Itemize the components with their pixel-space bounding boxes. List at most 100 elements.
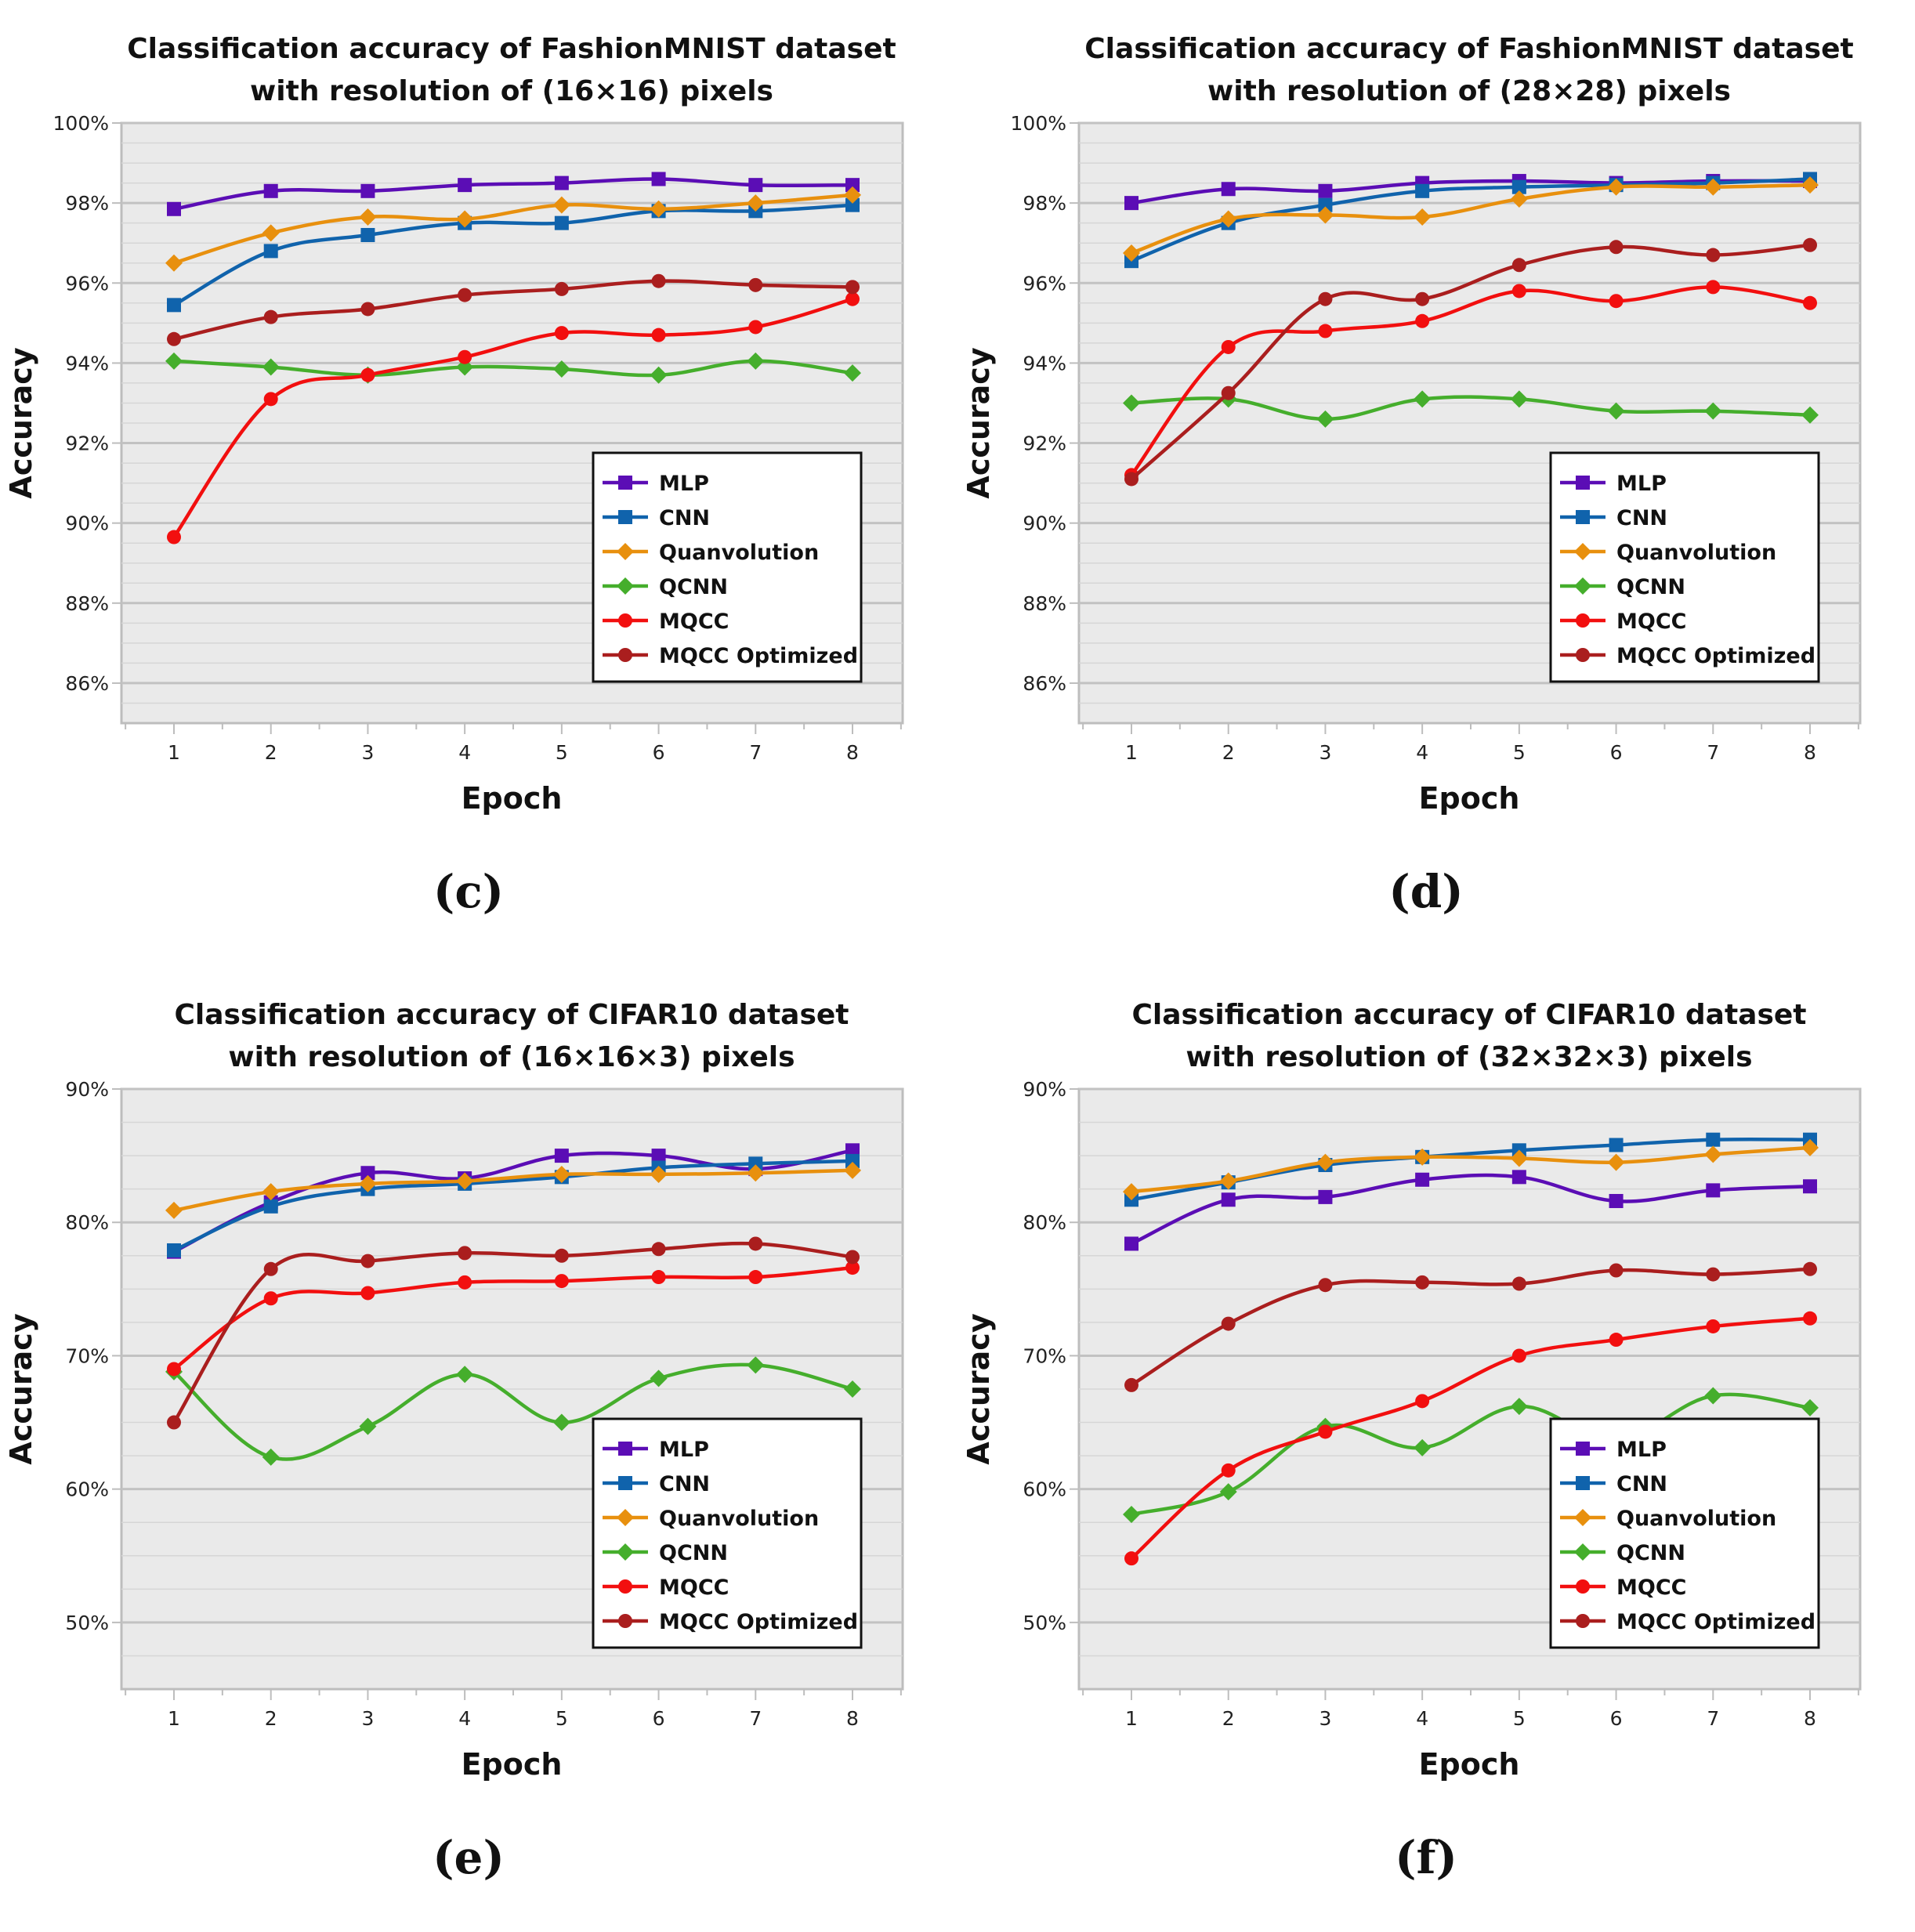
chart-d-line-qcnn xyxy=(1131,395,1811,421)
chart-c-ytick-label: 88% xyxy=(65,592,109,615)
chart-d-point-mqcc-3 xyxy=(1318,324,1333,338)
chart-f-point-mlp-7 xyxy=(1706,1183,1721,1198)
chart-c-ytick-label: 94% xyxy=(65,352,109,374)
chart-c-line-mqcc-optimized xyxy=(173,279,853,341)
chart-e-series-mqcc-optimized xyxy=(167,1236,860,1430)
chart-c-point-qcnn-8 xyxy=(844,364,861,382)
chart-f-point-quanvolution-8 xyxy=(1801,1138,1819,1156)
chart-f-point-mqcc-optimized-4 xyxy=(1415,1275,1430,1290)
chart-c-point-qcnn-1 xyxy=(165,352,183,370)
chart-e-title-line-1: Classification accuracy of CIFAR10 datas… xyxy=(174,999,849,1031)
chart-c-ytick-label: 90% xyxy=(65,512,109,535)
chart-c-legend-label-mqcc: MQCC xyxy=(659,610,729,634)
chart-d-series-mqcc xyxy=(1124,280,1817,483)
chart-e-point-qcnn-7 xyxy=(747,1356,765,1374)
chart-d-line-cnn xyxy=(1131,177,1811,263)
chart-c-point-mqcc-1 xyxy=(167,530,181,545)
chart-d-point-quanvolution-2 xyxy=(1219,210,1237,228)
chart-f-point-mqcc-optimized-5 xyxy=(1511,1276,1526,1291)
chart-e-point-mlp-3 xyxy=(360,1166,375,1181)
chart-c-ytick-label: 98% xyxy=(65,192,109,215)
chart-e-ylabel: Accuracy xyxy=(4,1313,38,1464)
chart-c-point-quanvolution-3 xyxy=(359,208,377,226)
chart-f-legend-label-quanvolution: Quanvolution xyxy=(1616,1507,1776,1531)
chart-e-point-quanvolution-4 xyxy=(456,1172,474,1190)
chart-e-series-mqcc xyxy=(167,1261,860,1377)
chart-c-legend-label-qcnn: QCNN xyxy=(659,575,728,599)
chart-d-point-qcnn-8 xyxy=(1801,406,1819,424)
chart-e-legend-marker-cnn xyxy=(618,1476,632,1490)
chart-f-point-mqcc-8 xyxy=(1803,1311,1817,1326)
chart-c-point-qcnn-7 xyxy=(747,352,765,370)
chart-d-point-mqcc-optimized-7 xyxy=(1706,248,1721,262)
chart-c-point-qcnn-5 xyxy=(552,360,570,378)
chart-e-point-cnn-2 xyxy=(263,1199,278,1214)
chart-e-point-mqcc-optimized-5 xyxy=(554,1248,569,1263)
chart-e-ytick-label: 80% xyxy=(65,1211,109,1234)
chart-e-ytick-label: 70% xyxy=(65,1344,109,1367)
chart-c-point-quanvolution-8 xyxy=(844,186,861,204)
chart-d-point-cnn-5 xyxy=(1511,179,1526,194)
chart-c-legend-marker-qcnn xyxy=(617,577,634,595)
chart-c-point-cnn-3 xyxy=(360,227,375,242)
chart-e-svg: Classification accuracy of CIFAR10 datas… xyxy=(4,999,904,1884)
chart-e-point-mqcc-6 xyxy=(651,1270,666,1285)
chart-c-point-quanvolution-1 xyxy=(165,254,183,272)
chart-d-point-qcnn-1 xyxy=(1123,394,1140,412)
chart-f-legend-label-cnn: CNN xyxy=(1616,1472,1667,1496)
chart-c-point-mlp-1 xyxy=(167,201,181,216)
chart-d-xtick-label: 1 xyxy=(1125,741,1138,764)
chart-e-point-mqcc-optimized-6 xyxy=(651,1242,666,1257)
chart-f-xtick-label: 1 xyxy=(1125,1707,1138,1730)
chart-c-point-mqcc-8 xyxy=(845,291,860,306)
chart-d-xtick-label: 3 xyxy=(1319,741,1331,764)
chart-c-xtick-label: 1 xyxy=(168,741,180,764)
chart-c-svg: Classification accuracy of FashionMNIST … xyxy=(4,33,904,918)
chart-f-point-mlp-8 xyxy=(1803,1179,1817,1194)
chart-c-point-qcnn-4 xyxy=(456,358,474,376)
chart-e-xtick-label: 3 xyxy=(361,1707,374,1730)
chart-f-legend-marker-mqcc xyxy=(1576,1579,1590,1594)
chart-c-point-mqcc-optimized-2 xyxy=(263,309,278,324)
chart-f-ytick-label: 90% xyxy=(1023,1078,1066,1101)
chart-c-point-mlp-3 xyxy=(360,183,375,198)
chart-e-point-mqcc-1 xyxy=(167,1362,181,1377)
chart-d-ytick-label: 96% xyxy=(1023,272,1066,295)
chart-d-point-quanvolution-1 xyxy=(1123,244,1140,262)
chart-f-legend-marker-mqcc-optimized xyxy=(1576,1614,1590,1628)
chart-c-xtick-label: 5 xyxy=(556,741,568,764)
chart-c-point-quanvolution-2 xyxy=(262,224,280,242)
chart-d-point-mqcc-6 xyxy=(1609,294,1624,309)
chart-e-point-mlp-6 xyxy=(651,1149,666,1163)
chart-e-point-quanvolution-3 xyxy=(359,1174,377,1192)
chart-f-point-qcnn-8 xyxy=(1801,1398,1819,1416)
chart-f-xtick-label: 2 xyxy=(1222,1707,1235,1730)
chart-c-point-mqcc-optimized-3 xyxy=(360,302,375,317)
chart-f-xtick-label: 3 xyxy=(1319,1707,1331,1730)
chart-f-legend-marker-qcnn xyxy=(1574,1543,1591,1561)
chart-c-ytick-label: 100% xyxy=(53,112,109,135)
chart-d-legend-label-quanvolution: Quanvolution xyxy=(1616,541,1776,565)
chart-e-series-quanvolution xyxy=(165,1161,861,1219)
chart-c-point-quanvolution-5 xyxy=(552,196,570,214)
chart-d-ytick-label: 98% xyxy=(1023,192,1066,215)
chart-e-point-cnn-8 xyxy=(845,1153,860,1168)
chart-e-legend-label-qcnn: QCNN xyxy=(659,1541,728,1565)
chart-f-line-quanvolution xyxy=(1131,1145,1811,1194)
chart-e-ytick-label: 60% xyxy=(65,1478,109,1501)
chart-f-point-quanvolution-1 xyxy=(1123,1183,1140,1201)
chart-f-point-mqcc-optimized-8 xyxy=(1803,1261,1817,1276)
chart-f-series-mqcc-optimized xyxy=(1124,1261,1817,1392)
chart-d-point-mqcc-7 xyxy=(1706,280,1721,295)
chart-f-point-qcnn-7 xyxy=(1704,1387,1722,1405)
chart-c-series-quanvolution xyxy=(165,186,861,272)
chart-e-point-quanvolution-6 xyxy=(650,1165,668,1183)
chart-d-ytick-label: 92% xyxy=(1023,432,1066,455)
chart-f-point-mqcc-optimized-1 xyxy=(1124,1377,1139,1392)
chart-e-point-mqcc-optimized-3 xyxy=(360,1254,375,1268)
chart-c-point-cnn-8 xyxy=(845,197,860,212)
chart-c-point-quanvolution-4 xyxy=(456,210,474,228)
chart-f-legend-marker-cnn xyxy=(1576,1476,1590,1490)
chart-e-legend-marker-mlp xyxy=(618,1442,632,1456)
chart-d-xtick-label: 8 xyxy=(1804,741,1816,764)
